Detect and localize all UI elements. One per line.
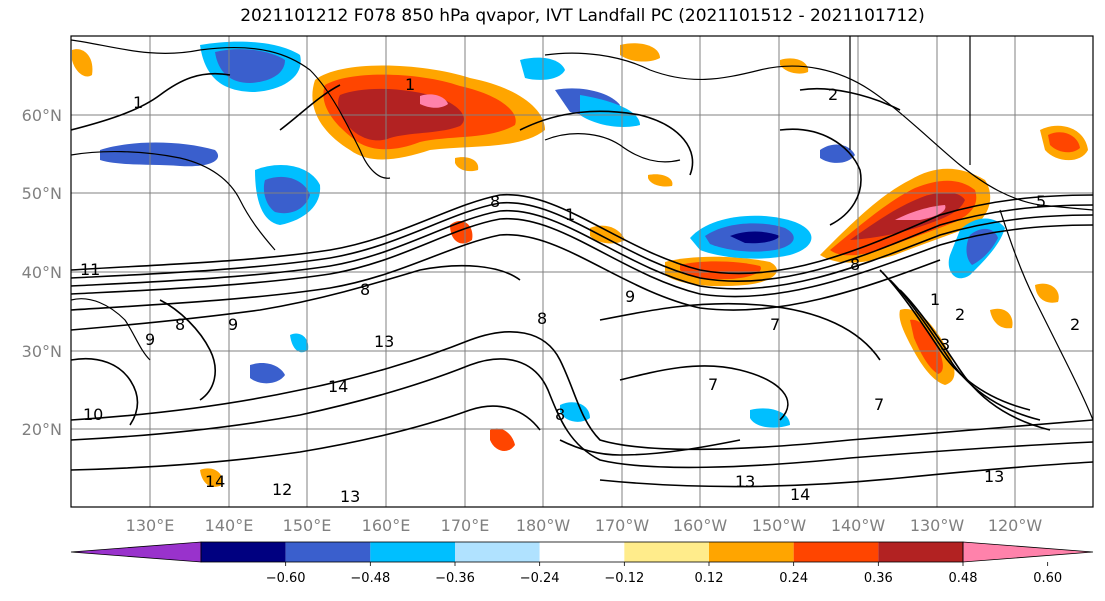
colorbar-tick-label: −0.36: [435, 571, 475, 586]
contour-label: 7: [874, 395, 884, 414]
colorbar-tick-label: −0.12: [604, 571, 644, 586]
colorbar-tick-label: 0.24: [779, 571, 808, 586]
contour-label: 13: [374, 332, 394, 351]
contour-label: 9: [145, 330, 155, 349]
contour-label: 3: [940, 335, 950, 354]
contour-label: 2: [828, 85, 838, 104]
lon-label: 140°E: [205, 516, 254, 535]
contour-label: 1: [930, 290, 940, 309]
colorbar-segment: [878, 542, 963, 562]
lat-label-60n: 60°N: [22, 106, 62, 125]
lon-label: 170°W: [595, 516, 650, 535]
contour-label: 1: [405, 75, 415, 94]
lat-label-30n: 30°N: [22, 342, 62, 361]
contour-label: 10: [83, 405, 103, 424]
lon-label: 180°W: [516, 516, 571, 535]
colorbar-tick-label: 0.60: [1033, 571, 1062, 586]
colorbar-tick-label: 0.36: [864, 571, 893, 586]
lon-label: 160°E: [362, 516, 411, 535]
contour-label: 9: [625, 287, 635, 306]
colorbar: −0.60 −0.48 −0.36 −0.24 −0.12 0.12 0.24 0.36 0.4…: [70, 541, 1094, 586]
colorbar-segment: [624, 542, 709, 562]
contour-label: 8: [537, 309, 547, 328]
contour-label: 5: [1036, 192, 1046, 211]
lon-label: 130°E: [126, 516, 175, 535]
colorbar-tick-label: 0.48: [949, 571, 978, 586]
colorbar-segment: [370, 542, 455, 562]
plot-frame: [70, 35, 1094, 508]
contour-label: 1: [133, 93, 143, 112]
colorbar-tick-label: 0.12: [695, 571, 724, 586]
colorbar-extend-high: [962, 541, 1094, 563]
lat-label-40n: 40°N: [22, 263, 62, 282]
contour-label: 12: [272, 480, 292, 499]
ivt-contours: [71, 72, 1093, 488]
colorbar-segment: [793, 542, 879, 562]
contour-label: 7: [708, 375, 718, 394]
contour-label: 8: [360, 280, 370, 299]
latitude-labels: 60°N 50°N 40°N 30°N 20°N: [22, 106, 62, 439]
lon-label: 150°W: [752, 516, 807, 535]
colorbar-frame: [200, 541, 964, 563]
contour-label: 2: [1070, 315, 1080, 334]
lon-label: 130°W: [910, 516, 965, 535]
lon-label: 150°E: [283, 516, 332, 535]
graticule: [71, 36, 1093, 507]
contour-label: 7: [770, 315, 780, 334]
contour-label: 14: [790, 485, 810, 504]
colorbar-tick-label: −0.24: [520, 571, 560, 586]
lon-label: 160°W: [673, 516, 728, 535]
colorbar-segment: [285, 542, 371, 562]
contour-label: 2: [955, 305, 965, 324]
colorbar-segment: [539, 542, 625, 562]
qvapor-shading: [72, 41, 1088, 487]
contour-label: 8: [850, 255, 860, 274]
contour-label: 13: [340, 487, 360, 506]
colorbar-tick-label: −0.48: [350, 571, 390, 586]
contour-label: 1: [565, 205, 575, 224]
contour-label: 8: [490, 192, 500, 211]
contour-label: 8: [555, 405, 565, 424]
contour-label: 8: [175, 315, 185, 334]
lat-label-20n: 20°N: [22, 420, 62, 439]
contour-label: 14: [205, 472, 225, 491]
contour-labels: 1 2 1 5 8 1 8 9 8 13 14 7 7 8 13 14 13 1…: [80, 75, 1080, 506]
colorbar-segment: [709, 542, 794, 562]
contour-label: 13: [984, 467, 1004, 486]
map-title: 2021101212 F078 850 hPa qvapor, IVT Land…: [240, 6, 925, 26]
contour-label: 11: [80, 260, 100, 279]
contour-label: 9: [228, 315, 238, 334]
longitude-labels: 130°E 140°E 150°E 160°E 170°E 180°W 170°…: [126, 516, 1043, 535]
colorbar-segment: [455, 542, 540, 562]
lon-label: 170°E: [441, 516, 490, 535]
colorbar-tick-label: −0.60: [266, 571, 306, 586]
lon-label: 120°W: [988, 516, 1043, 535]
colorbar-extend-low: [70, 541, 202, 563]
contour-label: 13: [735, 472, 755, 491]
lon-label: 140°W: [831, 516, 886, 535]
contour-label: 14: [328, 377, 348, 396]
lat-label-50n: 50°N: [22, 184, 62, 203]
colorbar-segment: [201, 542, 286, 562]
